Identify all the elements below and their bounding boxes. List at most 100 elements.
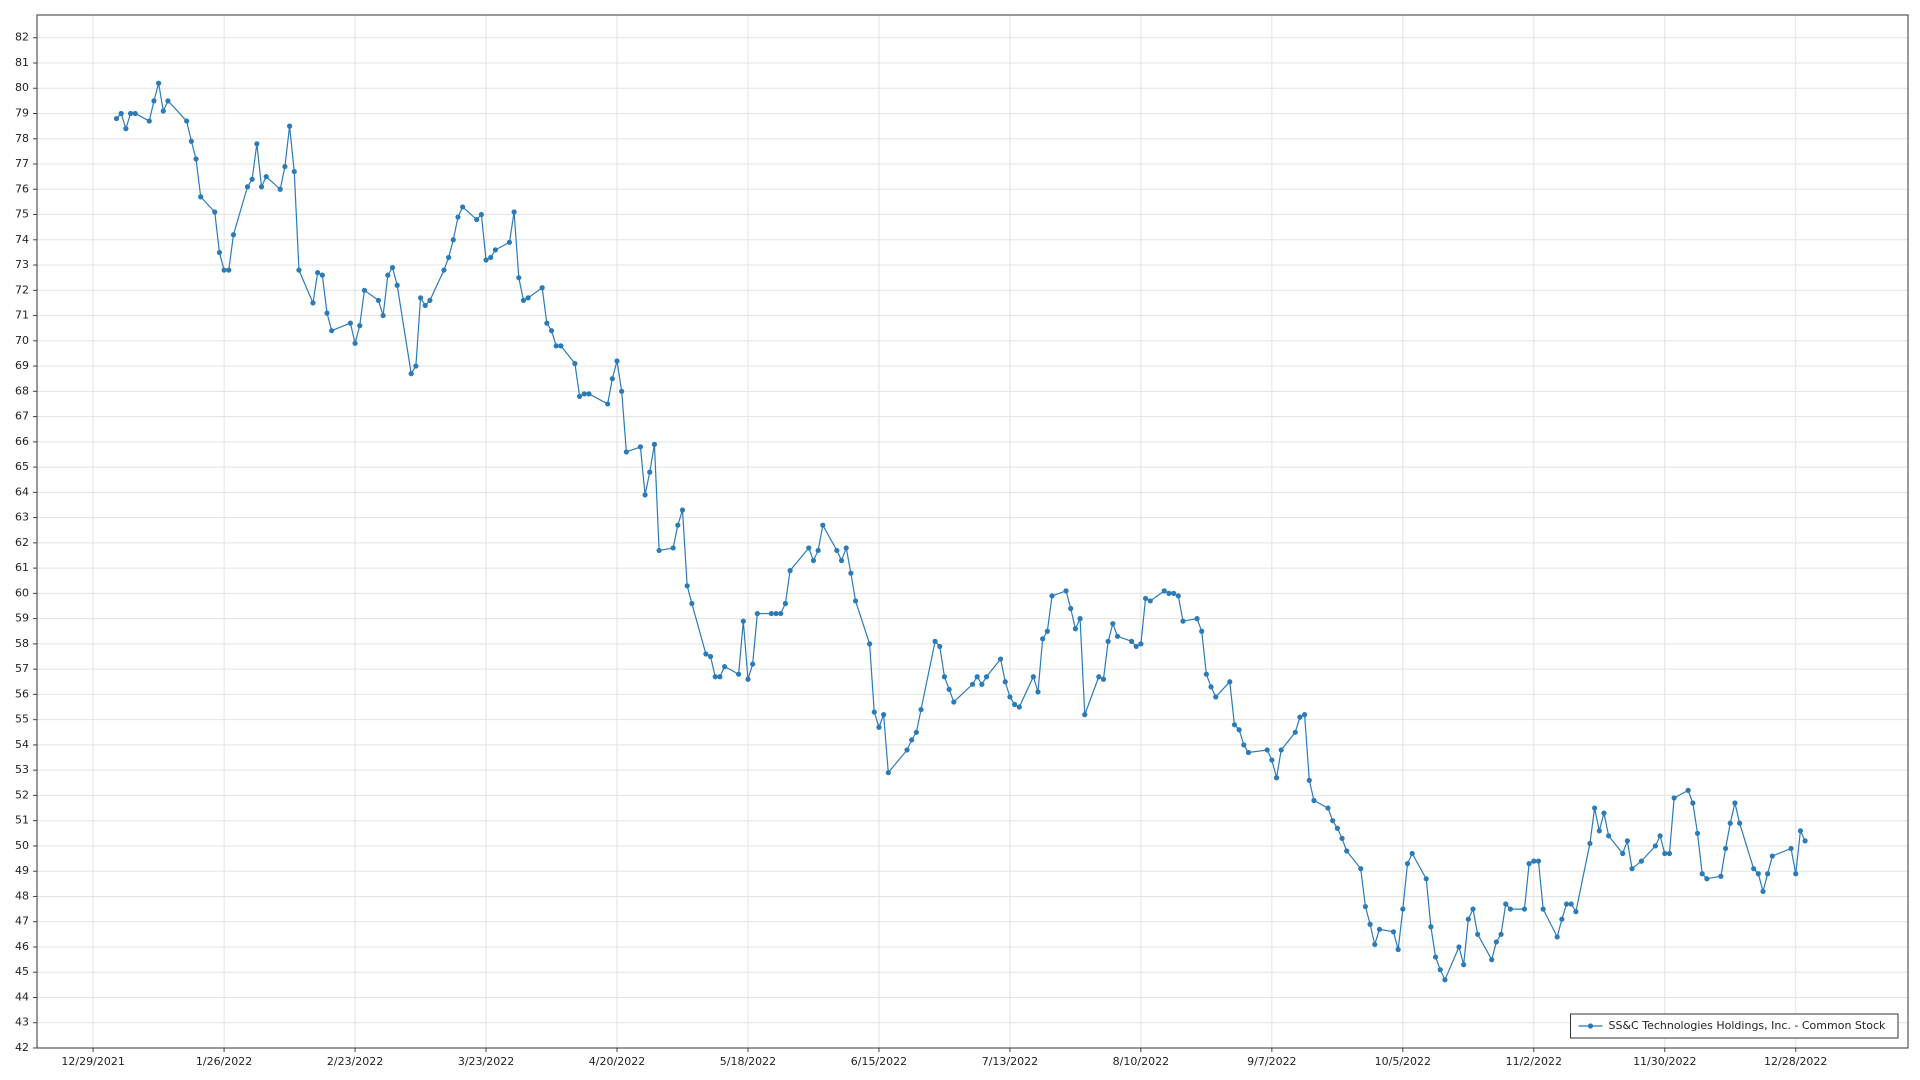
data-point [1718, 873, 1724, 879]
data-point [427, 297, 433, 304]
data-point [768, 610, 774, 617]
y-tick-label: 50 [15, 839, 29, 852]
data-point [1236, 727, 1242, 733]
y-tick-label: 82 [15, 31, 29, 44]
data-point [806, 545, 812, 551]
data-point [132, 110, 138, 117]
data-point [1311, 797, 1317, 804]
data-point [1203, 671, 1209, 677]
data-point [286, 123, 293, 129]
data-point [1699, 871, 1705, 877]
data-point [670, 545, 676, 551]
x-tick-label: 9/7/2022 [1247, 1055, 1296, 1068]
data-point [1105, 638, 1111, 644]
data-point [581, 391, 587, 397]
data-point [1526, 861, 1532, 867]
y-tick-label: 73 [15, 258, 29, 271]
data-point [352, 340, 358, 346]
y-tick-label: 78 [15, 132, 29, 145]
data-point [450, 237, 456, 243]
data-point [881, 712, 887, 718]
data-point [1690, 800, 1696, 806]
data-point [913, 729, 919, 735]
data-point [282, 163, 288, 170]
data-point [651, 441, 658, 447]
data-point [1180, 618, 1186, 624]
data-point [1344, 848, 1350, 854]
data-point [478, 211, 484, 218]
data-point [1498, 931, 1504, 937]
data-point [1671, 795, 1677, 801]
data-point [736, 671, 742, 677]
data-point [904, 747, 910, 753]
data-point [483, 257, 489, 263]
data-point [347, 320, 353, 326]
data-point [909, 737, 915, 743]
data-point [1461, 962, 1467, 968]
data-point [525, 295, 531, 301]
x-tick-label: 1/26/2022 [196, 1055, 252, 1068]
data-point [1367, 921, 1373, 927]
legend-box [1570, 1013, 1899, 1039]
data-point [413, 363, 419, 369]
data-point [815, 547, 821, 554]
data-point [1400, 906, 1406, 912]
data-point [315, 270, 321, 276]
data-point [1133, 643, 1139, 650]
y-tick-label: 48 [15, 889, 29, 902]
data-point [408, 371, 414, 377]
y-tick-label: 59 [15, 612, 29, 625]
plot-frame [36, 14, 1909, 1049]
data-point [997, 656, 1004, 662]
data-point [520, 297, 527, 304]
data-point [1769, 853, 1775, 859]
data-point [127, 110, 134, 117]
data-point [576, 393, 583, 399]
data-point [740, 618, 746, 624]
data-point [1404, 861, 1411, 867]
data-point [1161, 588, 1167, 594]
data-point [1306, 777, 1312, 783]
data-point [1245, 749, 1252, 756]
data-point [689, 600, 695, 607]
data-point [230, 232, 237, 238]
data-point [852, 598, 859, 604]
data-point [291, 168, 297, 175]
data-point [1142, 595, 1149, 602]
y-tick-label: 74 [15, 233, 29, 246]
data-point [1278, 747, 1284, 753]
data-point [165, 98, 171, 104]
data-point [707, 653, 714, 660]
data-point [1147, 598, 1153, 604]
data-point [1507, 906, 1514, 912]
data-point [1624, 838, 1630, 844]
data-point [1662, 850, 1668, 857]
data-point [614, 358, 620, 364]
data-point [787, 568, 793, 574]
data-point [983, 674, 990, 680]
data-point [1442, 977, 1448, 983]
data-point [637, 444, 643, 450]
data-point [1362, 903, 1369, 910]
data-point [1194, 616, 1200, 622]
y-tick-label: 56 [15, 687, 29, 700]
x-tick-label: 5/18/2022 [720, 1055, 776, 1068]
data-point [263, 174, 269, 180]
data-point [1788, 845, 1794, 852]
y-tick-label: 46 [15, 940, 29, 953]
data-point [1409, 850, 1415, 857]
data-point [511, 209, 517, 215]
data-point [389, 264, 396, 271]
y-tick-label: 75 [15, 208, 29, 221]
data-point [1503, 901, 1509, 907]
y-tick-label: 77 [15, 157, 29, 170]
data-point [1199, 628, 1205, 634]
data-point [642, 492, 648, 498]
data-point [460, 204, 466, 210]
legend-label: SS&C Technologies Holdings, Inc. - Commo… [1609, 1019, 1886, 1032]
data-point [357, 323, 363, 329]
data-point [937, 643, 943, 650]
data-point [843, 545, 849, 551]
data-point [1793, 871, 1799, 877]
